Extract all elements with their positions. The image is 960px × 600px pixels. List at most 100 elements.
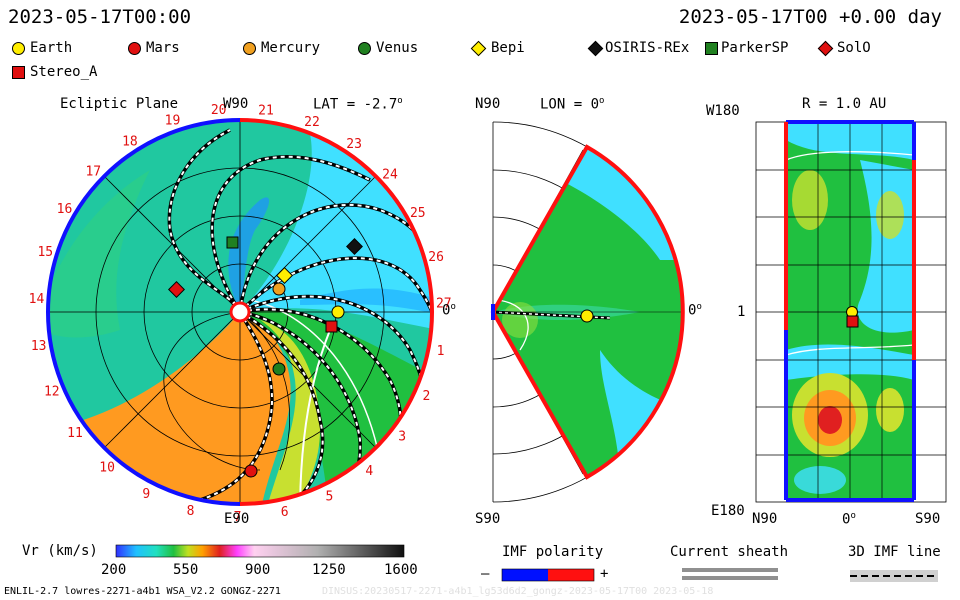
- carrington-tick: 27: [436, 297, 452, 312]
- imf-minus-label: –: [481, 566, 490, 582]
- imf-negative-swatch: [502, 569, 548, 581]
- carrington-tick: 15: [37, 245, 53, 260]
- radial-y-bottom-label: E180: [711, 503, 745, 519]
- legend-bepi: Bepi: [470, 40, 525, 56]
- meridional-right-value: 0: [688, 302, 697, 319]
- colorbar-label: Vr (km/s): [22, 543, 98, 559]
- meridional-bottom-label: S90: [475, 511, 501, 527]
- legend-label: Venus: [376, 40, 419, 56]
- carrington-tick: 10: [99, 461, 115, 476]
- current-sheath-label: Current sheath: [670, 544, 789, 560]
- radial-x-mid-label: 0o: [842, 511, 856, 528]
- carrington-tick: 1: [437, 344, 445, 359]
- meridional-panel: [490, 121, 685, 503]
- carrington-tick: 23: [346, 137, 362, 152]
- carrington-tick-labels: 20 21222324252627123456789101112131415161…: [29, 103, 452, 525]
- meridional-lon-label: LON = 0o: [540, 96, 605, 113]
- carrington-tick: 2: [422, 389, 430, 404]
- bepi-marker: [276, 267, 293, 284]
- footer-right: DINSUS:20230517-2271-a4b1_lg53d6d2_gongz…: [322, 586, 714, 597]
- carrington-tick: 17: [85, 164, 101, 179]
- date-right: 2023-05-17T00 +0.00 day: [678, 6, 942, 28]
- legend-mercury: Mercury: [243, 40, 320, 56]
- circle-marker-icon: [243, 41, 256, 55]
- carrington-tick: 11: [67, 426, 83, 441]
- legend-label: Mars: [146, 40, 180, 56]
- ecliptic-lat-label: LAT = -2.7o: [313, 96, 403, 113]
- legend-mars: Mars: [128, 40, 180, 56]
- carrington-tick: 14: [29, 292, 45, 307]
- radial-x-right-label: S90: [915, 511, 941, 527]
- sun-marker: [229, 301, 251, 323]
- colorbar-tick: 900: [245, 562, 271, 578]
- square-marker-icon: [12, 65, 25, 79]
- velocity-colorbar: [115, 544, 405, 558]
- carrington-tick: 4: [365, 464, 373, 479]
- carrington-tick: 25: [410, 206, 426, 221]
- ecliptic-top-label: W90: [223, 96, 249, 112]
- legend-label: Bepi: [491, 40, 525, 56]
- legend-label: Mercury: [261, 40, 321, 56]
- radial-x-left-label: N90: [752, 511, 778, 527]
- mercury-marker: [272, 282, 286, 296]
- ecliptic-right-value: 0: [442, 302, 451, 319]
- legend-label: ParkerSP: [721, 40, 789, 56]
- venus-marker: [272, 362, 286, 376]
- stereo-a-marker: [325, 320, 338, 333]
- osiris-rex-marker: [346, 238, 363, 255]
- date-left: 2023-05-17T00:00: [8, 6, 192, 28]
- legend-label: Stereo_A: [30, 64, 98, 80]
- imf-plus-label: +: [600, 566, 609, 582]
- carrington-tick: 20: [211, 103, 227, 118]
- circle-marker-icon: [12, 41, 25, 55]
- carrington-tick: 24: [382, 168, 398, 183]
- lat-value: LAT = -2.7: [313, 96, 398, 113]
- carrington-tick: 3: [398, 430, 406, 445]
- legend-label: Earth: [30, 40, 73, 56]
- carrington-tick: 22: [304, 115, 320, 130]
- radial-x-mid-value: 0: [842, 511, 851, 528]
- meridional-earth-marker: [580, 309, 594, 323]
- carrington-tick: 8: [187, 504, 195, 519]
- imf-positive-swatch: [548, 569, 594, 581]
- radial-y-mid-label: 1: [737, 304, 746, 320]
- radial-stereo-a-marker: [846, 315, 859, 328]
- legend-label: OSIRIS-REx: [605, 40, 690, 56]
- parkersp-marker: [226, 236, 239, 249]
- legend-stereo-a: Stereo_A: [12, 64, 97, 80]
- colorbar-tick: 200: [101, 562, 127, 578]
- mars-marker: [244, 464, 258, 478]
- ecliptic-bottom-label: E90: [224, 511, 250, 527]
- legend-venus: Venus: [358, 40, 418, 56]
- carrington-tick: 12: [44, 385, 60, 400]
- legend-parkersp: ParkerSP: [705, 40, 788, 56]
- colorbar-tick: 1600: [384, 562, 418, 578]
- carrington-tick: 18: [122, 134, 138, 149]
- meridional-right-label: 0o: [688, 302, 702, 319]
- ecliptic-right-label: 0o: [442, 302, 456, 319]
- carrington-tick: 9: [142, 487, 150, 502]
- meridional-top-label: N90: [475, 96, 501, 112]
- carrington-tick: 16: [57, 202, 73, 217]
- carrington-tick: 7: [234, 510, 242, 525]
- radial-y-top-label: W180: [706, 103, 740, 119]
- imf-polarity-label: IMF polarity: [502, 544, 604, 560]
- carrington-tick: 5: [325, 489, 333, 504]
- square-marker-icon: [705, 41, 718, 55]
- colorbar-tick: 1250: [312, 562, 346, 578]
- earth-marker: [331, 305, 345, 319]
- carrington-tick: 26: [428, 250, 444, 265]
- carrington-tick: 21: [258, 104, 274, 119]
- legend-osiris: OSIRIS-REx: [587, 40, 690, 56]
- solo-marker: [168, 281, 185, 298]
- legend-solo: SolO: [817, 40, 871, 56]
- current-sheath-swatch: [682, 568, 778, 580]
- footer-left: ENLIL-2.7 lowres-2271-a4b1 WSA_V2.2 GONG…: [4, 586, 281, 597]
- radial-panel: [755, 120, 947, 503]
- legend-label: SolO: [837, 40, 871, 56]
- imf-line-swatch: [850, 570, 938, 582]
- circle-marker-icon: [128, 41, 141, 55]
- ecliptic-panel: [46, 118, 434, 506]
- colorbar-tick: 550: [173, 562, 199, 578]
